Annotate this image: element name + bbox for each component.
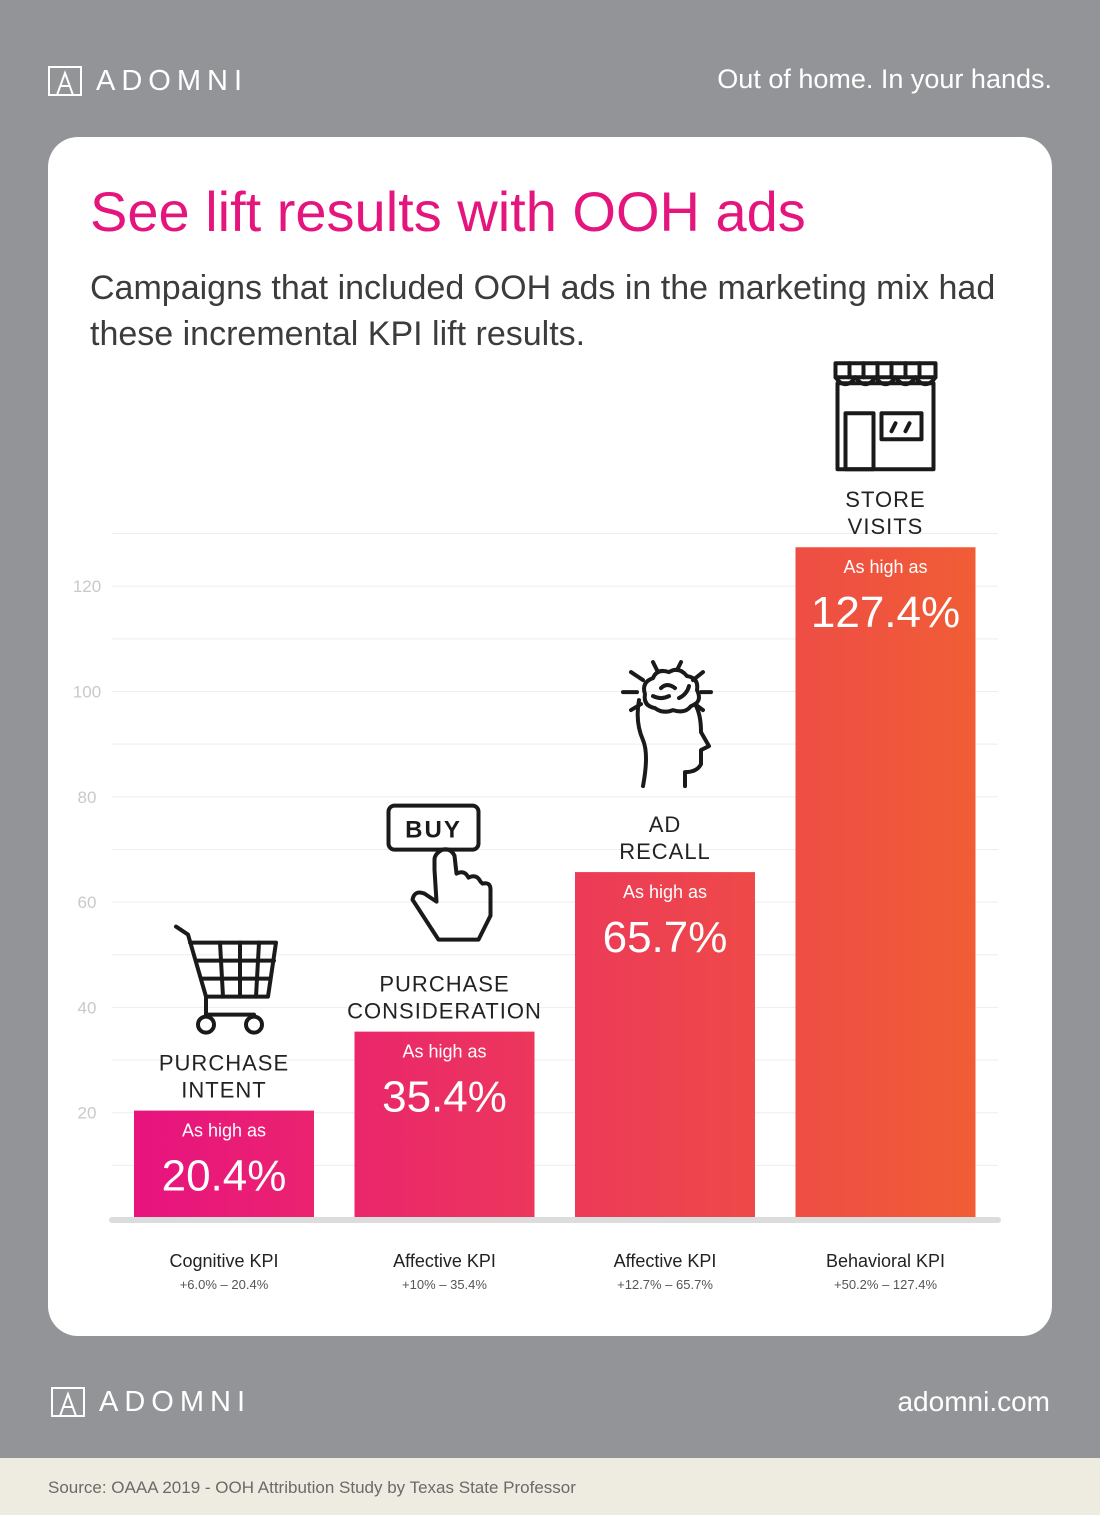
bar-name-label: PURCHASE bbox=[379, 972, 509, 997]
x-range-label: +12.7% – 65.7% bbox=[617, 1277, 713, 1292]
y-tick-label: 120 bbox=[73, 577, 101, 596]
x-range-label: +50.2% – 127.4% bbox=[834, 1277, 937, 1292]
x-range-label: +10% – 35.4% bbox=[402, 1277, 487, 1292]
adomni-logo-icon bbox=[51, 1387, 85, 1417]
x-category-label: Affective KPI bbox=[614, 1251, 717, 1271]
bar-name-label: PURCHASE bbox=[159, 1051, 289, 1076]
bar-name-label: AD bbox=[649, 812, 682, 837]
bar-prefix-label: As high as bbox=[182, 1121, 266, 1141]
bar-value-label: 127.4% bbox=[811, 588, 960, 637]
brain-head-icon bbox=[621, 660, 713, 789]
buy-icon-text: BUY bbox=[405, 817, 462, 844]
header-logo: ADOMNI bbox=[48, 66, 248, 96]
website-link[interactable]: adomni.com bbox=[897, 1386, 1050, 1417]
content-card: See lift results with OOH ads Campaigns … bbox=[48, 137, 1052, 1336]
x-category-label: Behavioral KPI bbox=[826, 1251, 945, 1271]
bar-purchase-intent bbox=[134, 1110, 314, 1218]
bar-store-visits bbox=[795, 547, 976, 1218]
footer-logo: ADOMNI bbox=[51, 1387, 251, 1417]
x-category-label: Cognitive KPI bbox=[169, 1251, 278, 1271]
bar-ad-recall bbox=[575, 872, 755, 1218]
bar-prefix-label: As high as bbox=[402, 1042, 486, 1062]
y-tick-label: 20 bbox=[78, 1104, 97, 1123]
bar-value-label: 20.4% bbox=[162, 1152, 287, 1201]
source-text: Source: OAAA 2019 - OOH Attribution Stud… bbox=[48, 1478, 576, 1497]
bar-purchase-consideration bbox=[354, 1031, 535, 1218]
adomni-logo-icon bbox=[48, 66, 82, 96]
page-subtitle: Campaigns that included OOH ads in the m… bbox=[90, 269, 996, 353]
bar-name-label: INTENT bbox=[181, 1078, 266, 1103]
bar-value-label: 35.4% bbox=[382, 1073, 507, 1122]
tagline: Out of home. In your hands. bbox=[717, 64, 1052, 94]
logo-text: ADOMNI bbox=[96, 65, 248, 97]
bar-prefix-label: As high as bbox=[843, 557, 927, 577]
bar-name-label: CONSIDERATION bbox=[347, 999, 542, 1024]
logo-text: ADOMNI bbox=[99, 1386, 251, 1418]
storefront-icon bbox=[833, 361, 938, 472]
buy-button-icon: BUY bbox=[386, 803, 493, 942]
x-category-label: Affective KPI bbox=[393, 1251, 496, 1271]
y-tick-label: 80 bbox=[78, 788, 97, 807]
y-tick-label: 100 bbox=[73, 683, 101, 702]
source-footer: Source: OAAA 2019 - OOH Attribution Stud… bbox=[0, 1458, 1100, 1515]
bar-name-label: VISITS bbox=[848, 514, 924, 539]
bar-name-label: STORE bbox=[845, 487, 925, 512]
x-range-label: +6.0% – 20.4% bbox=[180, 1277, 269, 1292]
bar-value-label: 65.7% bbox=[603, 913, 728, 962]
shopping-cart-icon bbox=[174, 924, 278, 1035]
bar-name-label: RECALL bbox=[619, 839, 711, 864]
y-tick-label: 40 bbox=[78, 998, 97, 1017]
bar-prefix-label: As high as bbox=[623, 882, 707, 902]
y-tick-label: 60 bbox=[78, 893, 97, 912]
page-title: See lift results with OOH ads bbox=[90, 180, 806, 243]
